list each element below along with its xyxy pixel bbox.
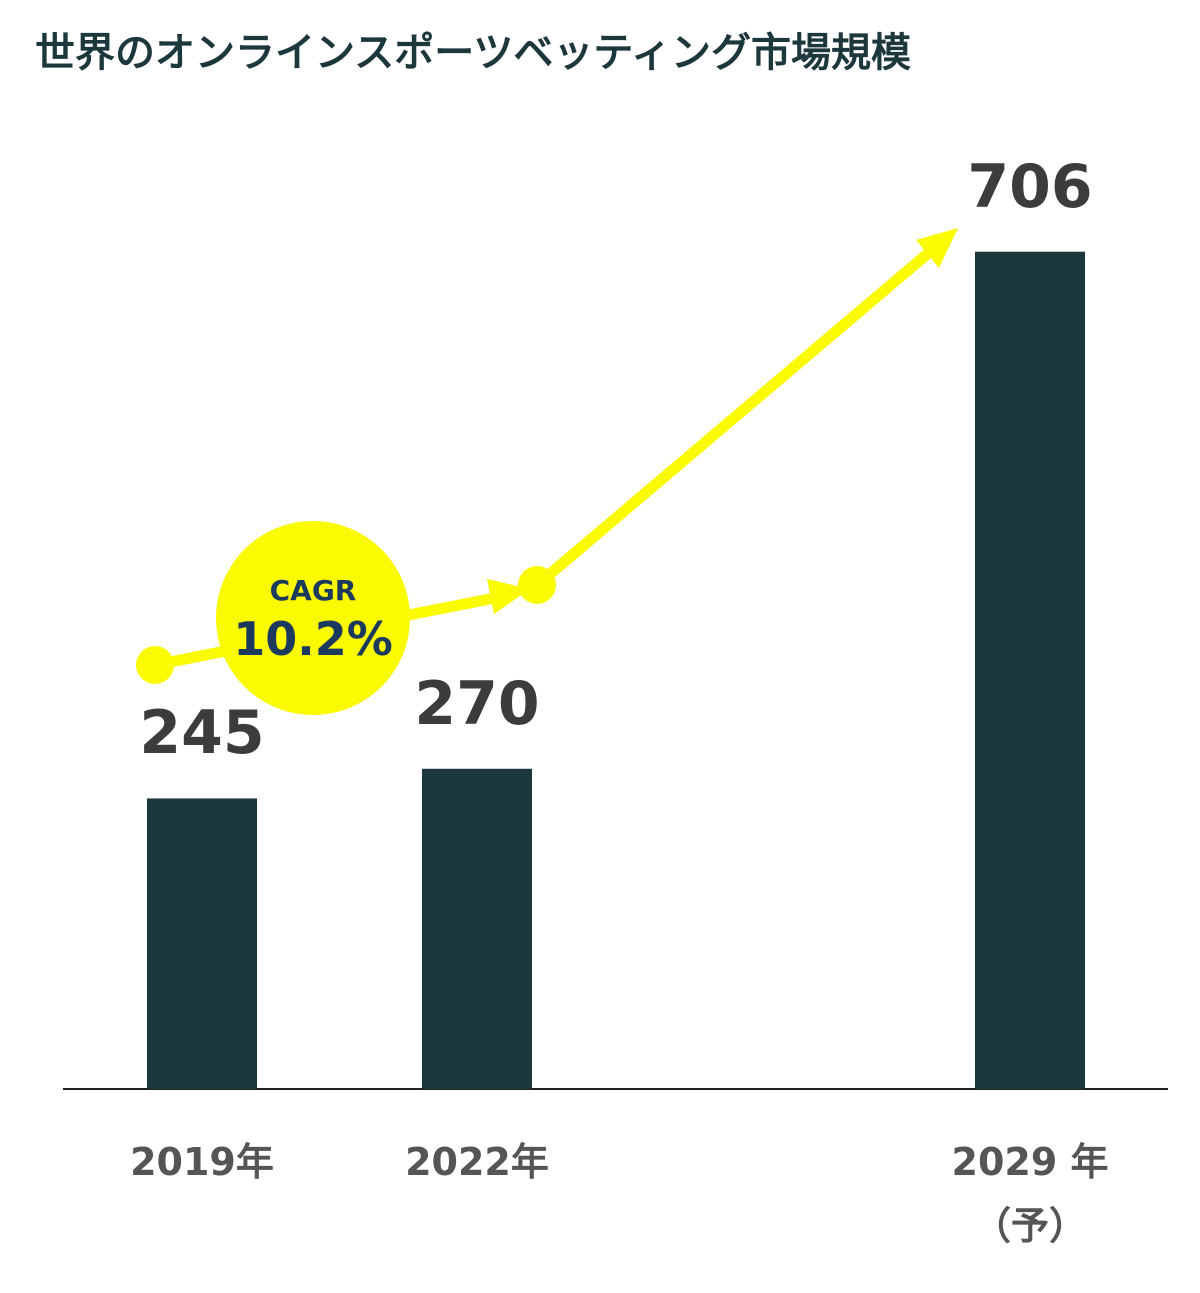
trend-arrow bbox=[136, 228, 958, 715]
value-label: 270 bbox=[414, 668, 540, 739]
x-tick-label: 2022年 bbox=[405, 1140, 549, 1184]
arrow-dot bbox=[136, 646, 174, 684]
x-tick-label: 2029 年 （予） bbox=[951, 1140, 1109, 1248]
value-label: 706 bbox=[967, 151, 1093, 222]
arrow-head bbox=[916, 228, 958, 268]
bar bbox=[147, 798, 257, 1089]
chart-title: 世界のオンラインスポーツベッティング市場規模 bbox=[35, 30, 911, 76]
cagr-label: CAGR bbox=[269, 574, 357, 607]
x-tick-label: 2019年 bbox=[130, 1140, 274, 1184]
value-label: 245 bbox=[139, 698, 265, 769]
cagr-value: 10.2% bbox=[233, 612, 393, 666]
bar bbox=[975, 251, 1085, 1089]
arrow-dot bbox=[518, 566, 556, 604]
arrow-line bbox=[533, 245, 936, 590]
cagr-badge bbox=[216, 521, 410, 715]
bar bbox=[422, 768, 532, 1089]
